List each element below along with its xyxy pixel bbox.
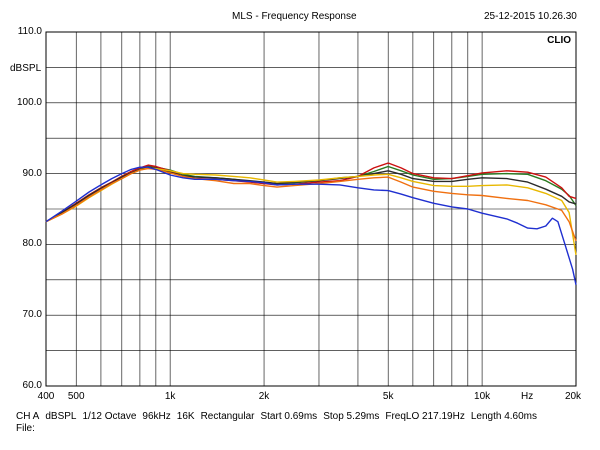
x-tick-label: 2k xyxy=(258,391,270,402)
setting-item: Rectangular xyxy=(200,411,255,422)
x-tick-label: 400 xyxy=(37,391,55,402)
y-tick-label: 60.0 xyxy=(22,380,42,391)
y-tick-label: 80.0 xyxy=(22,238,42,250)
grid-lines xyxy=(46,32,576,386)
x-tick-label: 500 xyxy=(67,391,85,402)
response-curve xyxy=(45,167,577,242)
y-tick-label: 100.0 xyxy=(16,96,42,108)
y-tick-label: 90.0 xyxy=(22,167,42,179)
setting-item: Length 4.60ms xyxy=(470,411,538,422)
brand-logo: CLIO xyxy=(547,35,571,46)
setting-item: Stop 5.29ms xyxy=(323,411,380,422)
setting-item: dBSPL xyxy=(45,411,77,422)
setting-item: FreqLO 217.19Hz xyxy=(385,411,465,422)
x-tick-label: 10k xyxy=(474,391,491,402)
x-tick-label: 1k xyxy=(164,391,176,402)
setting-item: 16K xyxy=(176,411,195,422)
setting-item: 96kHz xyxy=(142,411,171,422)
timestamp: 25-12-2015 10.26.30 xyxy=(484,11,577,22)
y-tick-label: 110.0 xyxy=(17,26,42,37)
y-tick-label: 70.0 xyxy=(22,309,42,321)
setting-item: CH A xyxy=(16,411,40,422)
chart-title: MLS - Frequency Response xyxy=(232,11,357,22)
measurement-settings: CH A dBSPL 1/12 Octave 96kHz 16K Rectangular S… xyxy=(16,406,543,422)
y-axis-label: dBSPL xyxy=(10,63,42,74)
response-curve xyxy=(45,166,577,285)
x-tick-label: 20k xyxy=(564,391,582,402)
x-tick-label: 5k xyxy=(382,391,394,402)
response-curves xyxy=(45,162,577,285)
setting-item: 1/12 Octave xyxy=(82,411,137,422)
setting-item: Start 0.69ms xyxy=(260,411,318,422)
x-axis-unit: Hz xyxy=(521,391,534,402)
file-label: File: xyxy=(16,423,35,434)
response-curve xyxy=(45,166,577,223)
